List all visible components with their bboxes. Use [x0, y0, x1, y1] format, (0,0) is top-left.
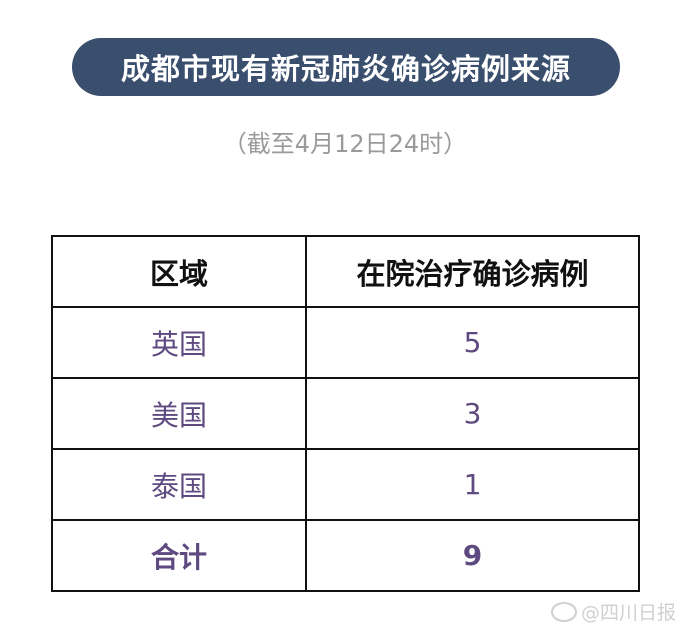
table-row: 泰国 1 [51, 448, 640, 521]
weibo-logo-icon [550, 601, 577, 622]
watermark: @四川日报 [550, 598, 676, 625]
table-row: 美国 3 [51, 377, 640, 450]
cases-table: 区域 在院治疗确诊病例 英国 5 美国 3 泰国 1 合计 9 [51, 235, 640, 592]
table-header-row: 区域 在院治疗确诊病例 [51, 235, 640, 308]
page-title: 成都市现有新冠肺炎确诊病例来源 [72, 38, 620, 96]
date-subtitle: （截至4月12日24时） [222, 130, 468, 158]
count-cell: 1 [305, 448, 640, 521]
region-cell: 英国 [51, 306, 307, 379]
count-cell: 5 [305, 306, 640, 379]
count-cell: 3 [305, 377, 640, 450]
total-count: 9 [305, 519, 640, 592]
total-row: 合计 9 [51, 519, 640, 592]
region-cell: 泰国 [51, 448, 307, 521]
header-region: 区域 [51, 235, 307, 308]
header-count: 在院治疗确诊病例 [305, 235, 640, 308]
region-cell: 美国 [51, 377, 307, 450]
total-label: 合计 [51, 519, 307, 592]
watermark-text: @四川日报 [580, 602, 676, 624]
table-row: 英国 5 [51, 306, 640, 379]
